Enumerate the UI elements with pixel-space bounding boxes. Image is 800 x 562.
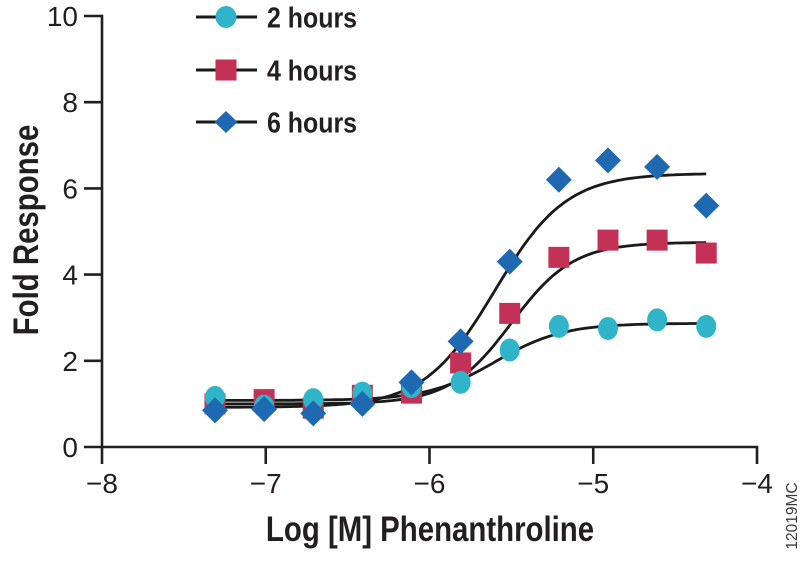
legend-label-6-hours: 6 hours (267, 107, 357, 139)
y-tick-label: 0 (62, 432, 78, 463)
legend-item-2-hours: 2 hours (196, 2, 357, 34)
diamond-marker-6-hours (496, 248, 523, 275)
diamond-marker-6-hours (398, 369, 425, 396)
x-tick-label: −5 (577, 468, 609, 499)
square-marker-4-hours (646, 229, 668, 251)
circle-marker-2-hours (597, 316, 618, 340)
legend-item-6-hours: 6 hours (196, 107, 357, 139)
circle-marker-2-hours (499, 338, 520, 362)
x-axis-title: Log [M] Phenanthroline (266, 510, 594, 549)
square-marker-4-hours (597, 229, 619, 251)
diamond-marker-6-hours (644, 153, 671, 180)
y-tick-label: 2 (62, 346, 78, 377)
legend-item-4-hours: 4 hours (196, 55, 357, 87)
diamond-marker-6-hours (251, 396, 278, 423)
square-marker-4-hours (450, 352, 472, 374)
circle-marker-2-hours (647, 308, 668, 332)
legend: 2 hours 4 hours 6 hours (196, 2, 357, 139)
data-point-markers (201, 147, 720, 427)
y-tick-label: 8 (62, 87, 78, 118)
diamond-marker-6-hours (201, 397, 228, 424)
plot-axes: 0 2 4 6 8 10 −8 −7 −6 −5 −4 (47, 1, 773, 499)
diamond-marker-6-hours (545, 166, 572, 193)
legend-diamond-marker-icon (214, 111, 238, 133)
diamond-marker-6-hours (300, 400, 327, 427)
x-tick-label: −6 (414, 468, 446, 499)
legend-circle-marker-icon (215, 6, 237, 28)
diamond-marker-6-hours (349, 390, 376, 417)
x-tick-label: −7 (250, 468, 282, 499)
diamond-marker-6-hours (594, 147, 621, 174)
y-tick-label: 10 (47, 1, 78, 32)
circle-marker-2-hours (303, 388, 324, 412)
x-tick-label: −4 (741, 468, 773, 499)
legend-label-4-hours: 4 hours (267, 55, 357, 87)
watermark-code: 12019MC (784, 482, 800, 549)
square-marker-4-hours (548, 246, 570, 268)
legend-label-2-hours: 2 hours (267, 2, 357, 34)
y-tick-label: 6 (62, 173, 78, 204)
diamond-marker-6-hours (693, 192, 720, 219)
y-axis-title: Fold Response (7, 125, 46, 336)
circle-marker-2-hours (548, 314, 569, 338)
circle-marker-2-hours (450, 370, 471, 394)
y-tick-label: 4 (62, 260, 78, 291)
x-tick-label: −8 (86, 468, 118, 499)
circle-marker-2-hours (696, 314, 717, 338)
legend-square-marker-icon (215, 59, 237, 81)
square-marker-4-hours (695, 242, 717, 264)
square-marker-4-hours (499, 302, 521, 324)
diamond-marker-6-hours (447, 328, 474, 355)
